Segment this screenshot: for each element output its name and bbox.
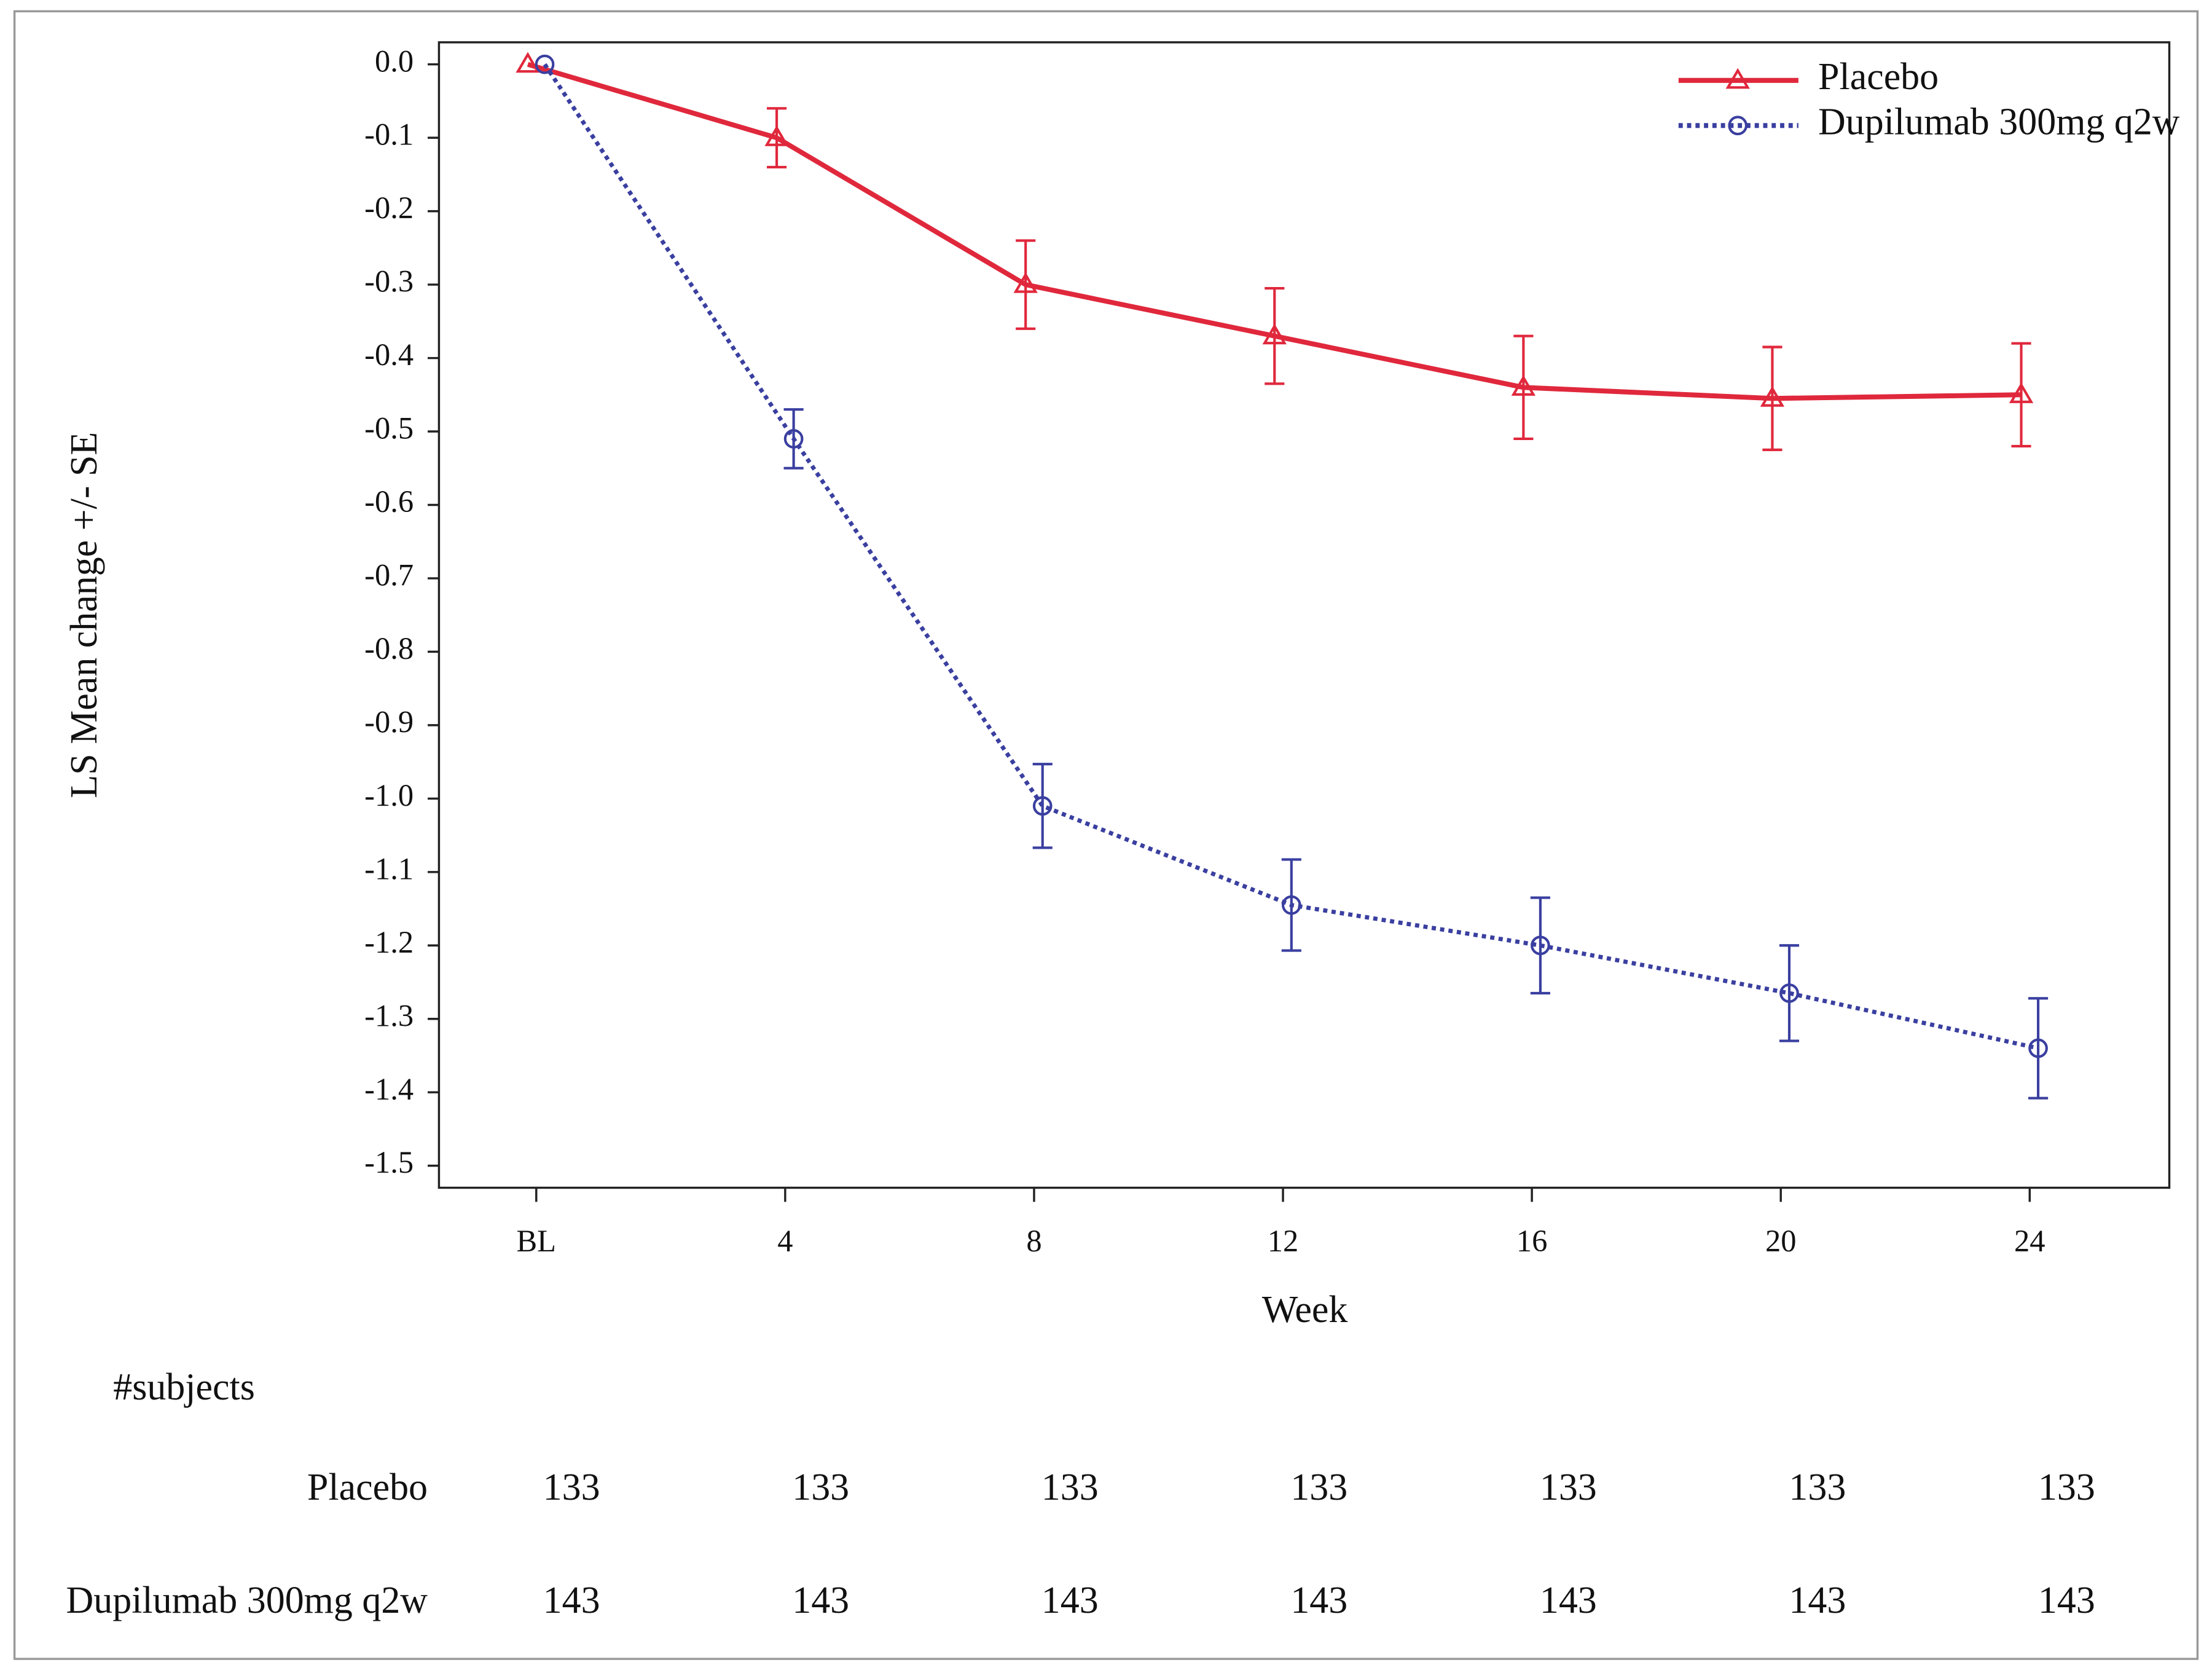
table-cell: 143	[792, 1580, 849, 1621]
y-tick-label: -1.5	[364, 1145, 414, 1179]
y-axis-label: LS Mean change +/- SE	[63, 432, 105, 798]
data-point	[1760, 386, 1785, 407]
plot-area	[437, 41, 2171, 1189]
data-point	[783, 429, 804, 449]
table-row-label: Placebo	[307, 1466, 428, 1508]
error-bar	[1016, 239, 1036, 330]
y-tick-label: -0.1	[364, 117, 414, 152]
y-tick-label: 0.0	[375, 44, 414, 78]
data-point	[1032, 796, 1053, 816]
table-cell: 133	[1041, 1466, 1099, 1508]
table-title: #subjects	[113, 1366, 255, 1408]
data-point	[1779, 983, 1799, 1003]
y-tick-label: -0.6	[364, 484, 414, 519]
error-bar	[1265, 286, 1285, 385]
table-cell: 133	[1540, 1466, 1597, 1508]
y-tick-label: -0.4	[364, 337, 414, 372]
data-point	[2009, 382, 2034, 403]
table-cell: 133	[2038, 1466, 2095, 1508]
data-point	[1013, 272, 1038, 293]
error-bar	[1762, 345, 1783, 451]
data-point	[2028, 1038, 2048, 1058]
error-bar	[2011, 342, 2031, 447]
data-point	[535, 54, 555, 74]
error-bar	[1530, 896, 1550, 994]
table-cell: 143	[543, 1580, 600, 1621]
table-cell: 143	[1041, 1580, 1099, 1621]
x-tick-label: 16	[1516, 1224, 1547, 1258]
table-cell: 143	[2038, 1580, 2095, 1621]
legend-label: Placebo	[1818, 56, 1939, 98]
legend-label: Dupilumab 300mg q2w	[1818, 101, 2180, 143]
y-tick-label: -1.0	[364, 778, 414, 813]
table-cell: 133	[1789, 1466, 1846, 1508]
y-tick-label: -1.1	[364, 851, 414, 886]
legend-marker	[1728, 116, 1748, 136]
data-point	[1531, 935, 1550, 956]
data-point	[1511, 375, 1536, 396]
error-bar	[1281, 858, 1301, 952]
table-cell: 133	[543, 1466, 600, 1508]
legend-marker	[1725, 68, 1750, 89]
y-tick-label: -0.5	[364, 411, 414, 446]
x-axis-label: Week	[1262, 1289, 1348, 1331]
x-tick-label: 24	[2014, 1224, 2045, 1258]
table-cell: 143	[1789, 1580, 1846, 1621]
data-point	[1262, 323, 1287, 345]
y-tick-label: -0.3	[364, 264, 414, 299]
data-point	[1281, 895, 1301, 915]
y-tick-label: -0.2	[364, 191, 414, 225]
table-cell: 133	[1290, 1466, 1347, 1508]
x-tick-label: 20	[1765, 1224, 1796, 1258]
frame	[13, 10, 2199, 1660]
error-bar	[1513, 334, 1534, 441]
x-tick-label: BL	[517, 1224, 557, 1258]
table-row-label: Dupilumab 300mg q2w	[66, 1580, 428, 1621]
x-tick-label: 8	[1026, 1224, 1041, 1258]
error-bar	[767, 107, 787, 169]
error-bar	[1032, 763, 1053, 849]
error-bar	[1779, 944, 1800, 1042]
y-tick-label: -1.2	[364, 925, 414, 959]
y-tick-label: -1.4	[364, 1072, 414, 1106]
x-tick-label: 4	[777, 1224, 793, 1258]
y-tick-label: -0.9	[364, 704, 414, 739]
data-point	[764, 125, 789, 146]
table-cell: 143	[1540, 1580, 1597, 1621]
error-bar	[783, 408, 804, 470]
x-tick-label: 12	[1268, 1224, 1298, 1258]
y-tick-label: -0.8	[364, 631, 414, 666]
error-bar	[2028, 997, 2049, 1100]
table-cell: 143	[1290, 1580, 1347, 1621]
y-tick-label: -1.3	[364, 998, 414, 1033]
y-tick-label: -0.7	[364, 558, 414, 592]
table-cell: 133	[792, 1466, 849, 1508]
data-point	[516, 52, 540, 73]
